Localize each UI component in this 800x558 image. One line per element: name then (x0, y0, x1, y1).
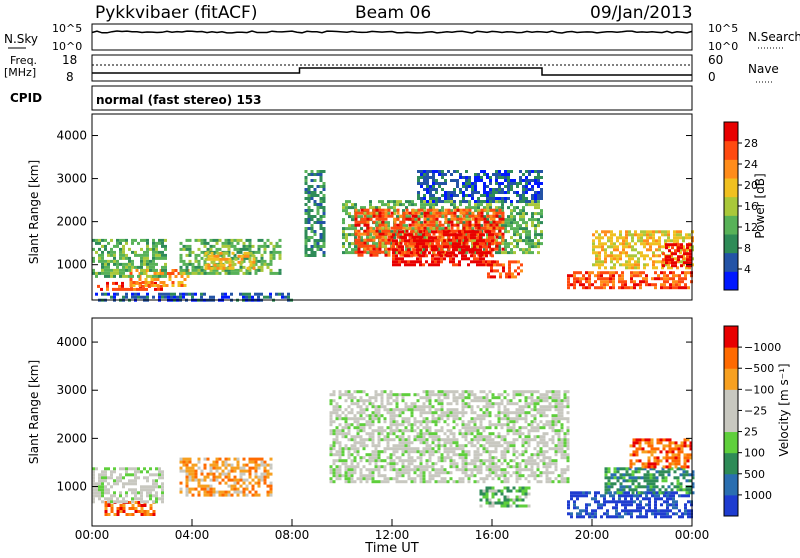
heatmap-patch-10 (567, 271, 693, 289)
heatmap-patch-12 (662, 243, 692, 267)
colorbar-swatch (724, 159, 738, 178)
colorbar-tick-label: 4 (744, 263, 751, 276)
heatmap-patch-7 (630, 438, 693, 468)
power-y-label: Slant Range [km] (27, 160, 41, 264)
heatmap-patch-5 (567, 491, 693, 518)
beam-label: Beam 06 (355, 3, 431, 23)
x-tick-label: 00:00 (75, 528, 110, 542)
freq-tick-bottom: 8 (66, 70, 74, 84)
power-colorbar-label: Power [dB] (753, 173, 767, 238)
colorbar-swatch (724, 495, 738, 517)
y-tick-label: 1000 (56, 480, 87, 494)
velocity-y-label: Slant Range [km] (27, 360, 41, 464)
heatmap-patch-14 (305, 170, 326, 257)
freq-trace (92, 68, 692, 75)
y-tick-label: 3000 (56, 383, 87, 397)
x-tick-label: 16:00 (475, 528, 510, 542)
x-tick-label: 04:00 (175, 528, 210, 542)
date-label: 09/Jan/2013 (590, 3, 693, 23)
colorbar-swatch (724, 453, 738, 475)
nave-tick-bottom: 0 (708, 70, 716, 84)
colorbar-swatch (724, 410, 738, 432)
colorbar-tick-label: 100 (744, 447, 765, 460)
heatmap-patch-0 (330, 390, 570, 483)
colorbar-tick-label: 8 (744, 242, 751, 255)
heatmap-patch-1 (180, 458, 273, 497)
colorbar-swatch (724, 197, 738, 216)
colorbar-tick-label: −1000 (744, 341, 781, 354)
nsky-tick-top: 10^5 (52, 22, 82, 35)
colorbar-swatch (724, 271, 738, 290)
cpid-label: CPID (10, 91, 42, 105)
cpid-text: normal (fast stereo) 153 (96, 93, 262, 107)
heatmap-patch-8 (417, 170, 543, 203)
nave-label: Nave (748, 62, 779, 76)
y-tick-label: 2000 (56, 215, 87, 229)
y-tick-label: 3000 (56, 172, 87, 186)
colorbar-tick-label: −500 (744, 362, 774, 375)
heatmap-patch-6 (605, 467, 695, 494)
colorbar-swatch (724, 389, 738, 411)
colorbar-swatch (724, 368, 738, 390)
nsky-label: N.Sky (4, 32, 38, 46)
heatmap-patch-4 (480, 487, 531, 508)
colorbar-swatch (724, 122, 738, 141)
colorbar-swatch (724, 178, 738, 197)
nsky-panel (92, 24, 692, 50)
y-tick-label: 1000 (56, 258, 87, 272)
colorbar-tick-label: −100 (744, 383, 774, 396)
colorbar-tick-label: 500 (744, 468, 765, 481)
velocity-colorbar: 1000 500 100 25 −25 −100 −500 −1000 (724, 326, 781, 517)
velocity-panel: 1000 2000 3000 4000 00:00 04:00 08:00 12:00 16:… (27, 318, 791, 554)
colorbar-swatch (724, 347, 738, 369)
nsky-tick-bottom: 10^0 (52, 40, 82, 53)
nsky-trace (92, 31, 692, 33)
colorbar-swatch (724, 432, 738, 454)
x-tick-label: 20:00 (575, 528, 610, 542)
nsearch-tick-bottom: 10^0 (708, 40, 738, 53)
colorbar-tick-label: 24 (744, 158, 758, 171)
velocity-colorbar-label: Velocity [m s⁻¹] (777, 363, 791, 456)
heatmap-patch-3 (92, 467, 164, 503)
colorbar-tick-label: 25 (744, 426, 758, 439)
colorbar-tick-label: 28 (744, 137, 758, 150)
x-tick-label: 00:00 (675, 528, 710, 542)
colorbar-swatch (724, 215, 738, 234)
x-tick-label: 12:00 (375, 528, 410, 542)
power-heatmap (92, 170, 694, 302)
y-tick-label: 4000 (56, 129, 87, 143)
nave-tick-top: 60 (708, 53, 723, 67)
colorbar-tick-label: 1000 (744, 489, 772, 502)
freq-tick-top: 18 (62, 53, 77, 67)
colorbar-swatch (724, 253, 738, 272)
nsearch-tick-top: 10^5 (708, 22, 738, 35)
y-tick-label: 2000 (56, 431, 87, 445)
colorbar-swatch (724, 474, 738, 496)
x-axis-label: Time UT (364, 541, 418, 554)
station-title: Pykkvibaer (fitACF) (95, 3, 257, 23)
y-tick-label: 4000 (56, 335, 87, 349)
freq-unit: [MHz] (4, 66, 36, 79)
nsearch-label: N.Search (748, 30, 800, 44)
colorbar-tick-label: −25 (744, 404, 767, 417)
velocity-x-ticks: 00:00 04:00 08:00 12:00 16:00 20:00 00:00 (75, 519, 710, 542)
colorbar-swatch (724, 141, 738, 160)
velocity-heatmap (92, 390, 695, 518)
colorbar-swatch (724, 234, 738, 253)
colorbar-swatch (724, 326, 738, 348)
x-tick-label: 08:00 (275, 528, 310, 542)
